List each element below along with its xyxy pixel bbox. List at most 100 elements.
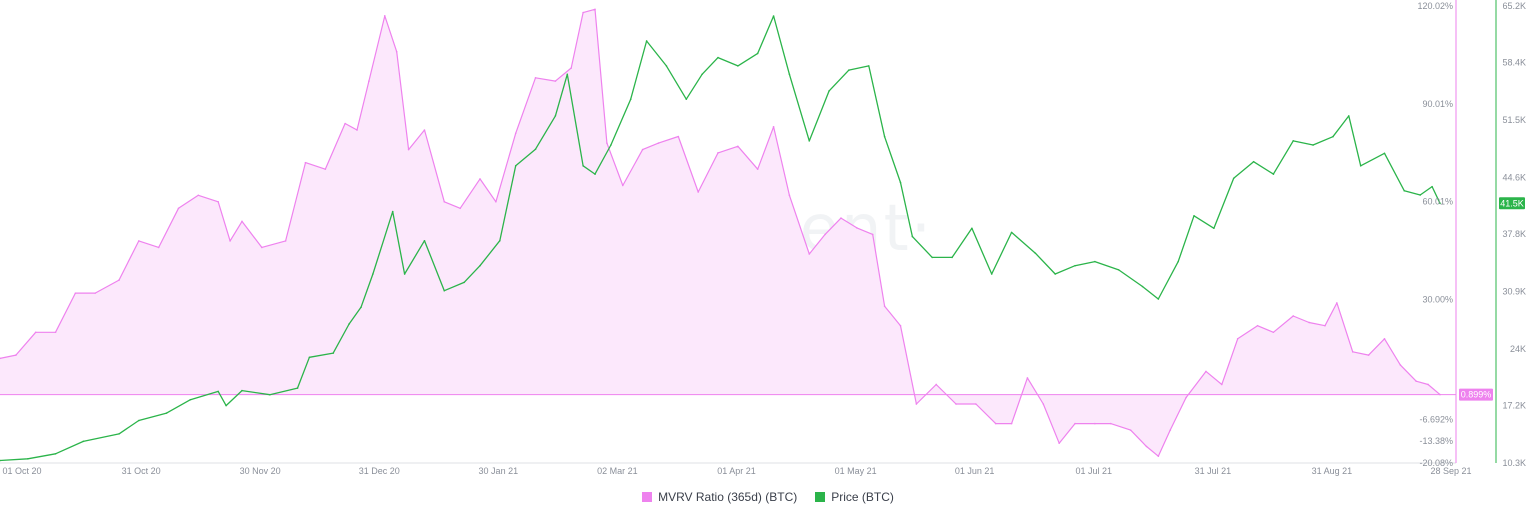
price-point [423,239,426,242]
price-point [828,90,830,92]
mvrv-point [157,246,160,249]
price-point [883,135,886,138]
mvrv-point [217,200,219,203]
price-point [685,98,688,101]
mvrv-point [871,233,874,236]
x-tick-label: 02 Mar 21 [597,466,638,476]
price-point [138,419,140,422]
x-tick-label: 01 Oct 20 [2,466,41,476]
price-point [629,98,632,101]
price-point [867,65,870,67]
mvrv-point [1129,429,1132,431]
price-point [1054,273,1057,275]
mvrv-point [606,142,608,144]
price-point [566,73,569,76]
price-point [241,389,243,392]
right-tick-label: 17.2K [1502,401,1526,411]
x-tick-label: 01 May 21 [835,466,877,476]
price-point [360,306,362,309]
mvrv-point [582,11,584,14]
price-point [165,412,168,414]
price-point [808,140,811,142]
mvrv-point [737,145,739,148]
x-tick-label: 28 Sep 21 [1430,466,1471,476]
mvrv-point [1351,351,1354,353]
price-point [82,440,85,443]
price-point [701,73,703,76]
legend-label-price: Price (BTC) [831,490,894,504]
price-point [308,356,311,359]
price-point [1419,194,1421,196]
price-point [990,273,993,275]
mvrv-point [534,77,537,79]
mvrv-point [368,80,370,82]
mvrv-point [975,403,977,405]
price-current-badge [1499,197,1525,210]
mvrv-point [955,403,957,405]
mvrv-point [1169,429,1172,431]
price-point [1157,298,1160,300]
price-point [1232,177,1235,180]
mvrv-point [772,125,775,128]
legend-item-price[interactable]: Price (BTC) [815,490,894,504]
price-point [788,73,791,76]
mvrv-point [1236,337,1239,340]
mvrv-swatch-icon [642,492,653,502]
price-point [1292,140,1295,142]
price-line-layer [0,15,1441,462]
mvrv-point [1205,370,1207,373]
price-point [372,273,374,275]
price-point [1117,269,1120,271]
left-tick-label: 30.00% [1422,295,1453,305]
right-tick-label: 24K [1510,344,1526,354]
price-point [1431,185,1433,188]
legend: MVRV Ratio (365d) (BTC) Price (BTC) [0,490,1536,504]
price-point [479,264,481,267]
x-tick-label: 30 Nov 20 [240,466,281,476]
mvrv-point [1185,396,1187,399]
left-axis-ticks: 120.02% 90.01% 60.01% 30.00% -6.692% -13.38% -… [1417,1,1453,468]
mvrv-point [229,240,231,242]
mvrv-point [407,148,410,151]
mvrv-point [1427,383,1429,386]
price-point [645,40,648,42]
legend-item-mvrv[interactable]: MVRV Ratio (365d) (BTC) [642,490,797,504]
mvrv-point [856,227,858,229]
mvrv-area-fill [0,9,1440,457]
mvrv-point [883,305,886,307]
axes-layer [0,0,1497,464]
mvrv-point [1383,337,1386,340]
x-tick-label: 30 Jan 21 [479,466,519,476]
x-tick-label: 31 Dec 20 [359,466,400,476]
price-point [1272,173,1275,175]
mvrv-point [94,292,97,294]
price-point [296,387,299,389]
price-point [403,273,406,275]
mvrv-point [177,207,180,210]
price-point [931,256,934,259]
mvrv-point [1109,422,1112,425]
mvrv-point [423,129,426,131]
mvrv-current-value: 0.899% [1461,390,1492,400]
mvrv-point [495,200,497,203]
right-tick-label: 10.3K [1502,458,1526,468]
mvrv-point [1026,377,1029,379]
mvrv-point [697,191,699,193]
mvrv-point [261,246,263,249]
mvrv-point [994,422,997,425]
mvrv-point [304,161,307,164]
right-tick-label: 58.4K [1502,58,1526,68]
price-point [217,390,219,393]
mvrv-point [1074,422,1076,425]
mvrv-point [554,80,557,82]
price-point [225,404,227,407]
mvrv-point [657,142,660,144]
right-tick-label: 30.9K [1502,287,1526,297]
mvrv-point [717,152,719,154]
price-point [534,148,537,150]
price-point [1193,214,1195,217]
mvrv-point [356,129,358,131]
price-point [737,65,739,67]
price-point [1010,231,1013,234]
